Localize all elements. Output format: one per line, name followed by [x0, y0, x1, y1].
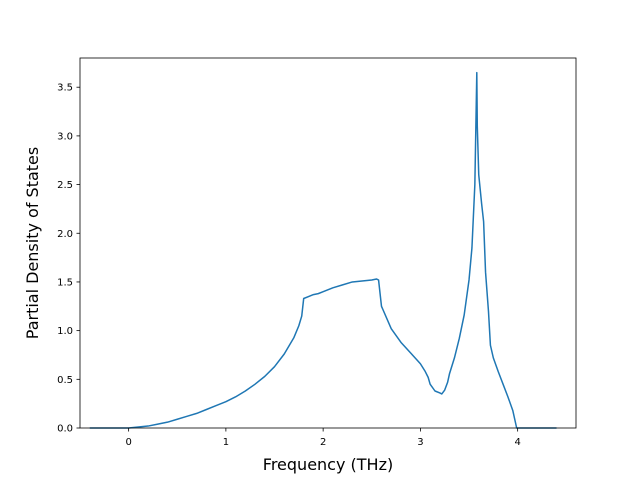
x-axis-label: Frequency (THz) [263, 455, 393, 474]
y-tick-label: 3.0 [57, 131, 73, 142]
series-line-0 [89, 71, 557, 429]
axes-frame [79, 57, 577, 429]
x-tick-label: 1 [223, 437, 229, 448]
x-axis-ticks: 0 1 2 3 4 [125, 428, 521, 448]
y-tick-label: 2.0 [57, 229, 73, 240]
plot-area [89, 71, 557, 429]
y-tick-label: 0.5 [57, 375, 73, 386]
x-tick-label: 4 [514, 437, 520, 448]
x-tick-label: 3 [417, 437, 423, 448]
y-tick-label: 2.5 [57, 180, 73, 191]
y-axis-ticks: 0.0 0.5 1.0 1.5 2.0 2.5 3.0 3.5 [57, 83, 80, 435]
x-tick-label: 2 [320, 437, 326, 448]
x-tick-label: 0 [125, 437, 131, 448]
y-axis-label: Partial Density of States [23, 147, 42, 339]
y-tick-label: 1.0 [57, 326, 73, 337]
y-tick-label: 3.5 [57, 83, 73, 94]
y-tick-label: 0.0 [57, 424, 73, 435]
y-tick-label: 1.5 [57, 277, 73, 288]
